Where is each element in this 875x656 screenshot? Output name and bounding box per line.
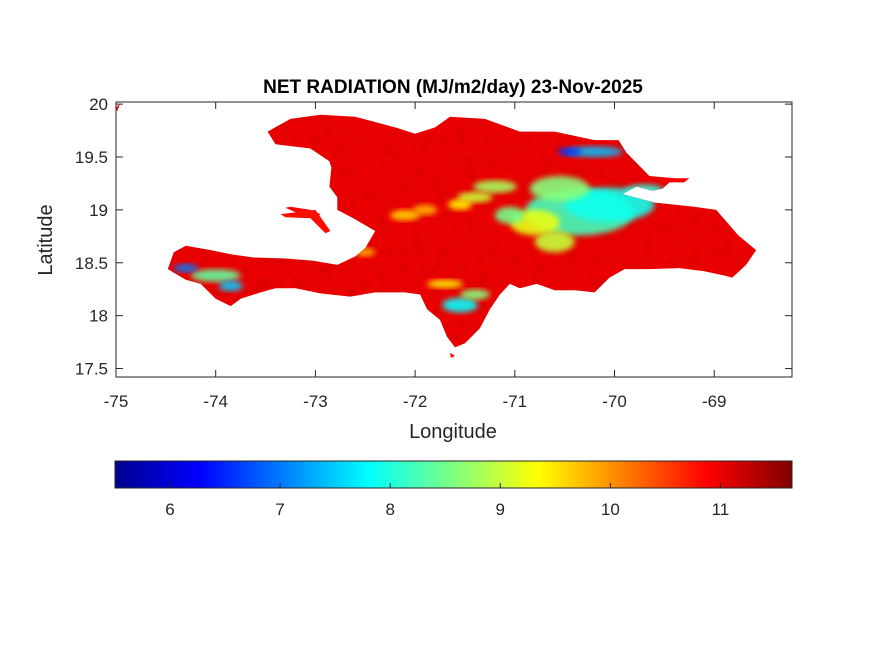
- y-tick-label: 19: [89, 201, 108, 220]
- colorbar-ticks: 6 7 8 9 10 11: [165, 483, 729, 519]
- y-tick-label: 18.5: [75, 254, 108, 273]
- low-value-zones: [173, 146, 665, 313]
- low-value-zone: [390, 209, 421, 221]
- y-axis-label: Latitude: [35, 204, 57, 275]
- low-value-zone: [173, 263, 198, 273]
- x-tick-label: -71: [503, 392, 528, 411]
- region-isla-saona: [654, 178, 690, 183]
- y-tick-label: 17.5: [75, 360, 108, 379]
- low-value-zone: [190, 269, 241, 282]
- x-tick-label: -70: [602, 392, 627, 411]
- colorbar-tick-label: 7: [275, 500, 284, 519]
- region-isla-beata: [450, 352, 455, 358]
- x-axis-ticks: -75 -74 -73 -72 -71 -70 -69: [104, 102, 727, 411]
- y-tick-label: 19.5: [75, 148, 108, 167]
- low-value-zone: [457, 191, 493, 203]
- low-value-zone: [566, 146, 623, 157]
- colorbar-tick-label: 6: [165, 500, 174, 519]
- low-value-zone: [413, 204, 438, 216]
- low-value-zone: [494, 206, 525, 224]
- chart-title: NET RADIATION (MJ/m2/day) 23-Nov-2025: [263, 77, 643, 98]
- low-value-zone: [529, 176, 590, 202]
- low-value-zone: [459, 289, 490, 300]
- low-value-zone: [557, 147, 582, 156]
- low-value-zone: [473, 180, 517, 193]
- low-value-zone: [534, 231, 575, 253]
- y-tick-label: 18: [89, 307, 108, 326]
- x-tick-label: -72: [403, 392, 428, 411]
- x-tick-label: -73: [303, 392, 328, 411]
- colorbar-tick-label: 8: [385, 500, 394, 519]
- x-tick-label: -75: [104, 392, 129, 411]
- y-axis-ticks: 17.5 18 18.5 19 19.5 20: [75, 95, 792, 379]
- colorbar-gradient: [114, 460, 793, 489]
- x-tick-label: -74: [203, 392, 228, 411]
- colorbar-tick-label: 9: [496, 500, 505, 519]
- low-value-zone: [448, 199, 472, 210]
- region-ile-de-la-gonave: [280, 209, 331, 234]
- colorbar: 6 7 8 9 10 11: [114, 460, 793, 519]
- low-value-zone: [218, 280, 243, 292]
- x-tick-label: -69: [702, 392, 727, 411]
- low-value-zone: [442, 297, 478, 313]
- x-axis-label: Longitude: [409, 421, 497, 443]
- region-corner-pixel: [116, 104, 120, 112]
- colorbar-tick-label: 10: [601, 500, 620, 519]
- colorbar-tick-label: 11: [712, 500, 730, 519]
- y-tick-label: 20: [89, 95, 108, 114]
- low-value-zone: [427, 279, 463, 289]
